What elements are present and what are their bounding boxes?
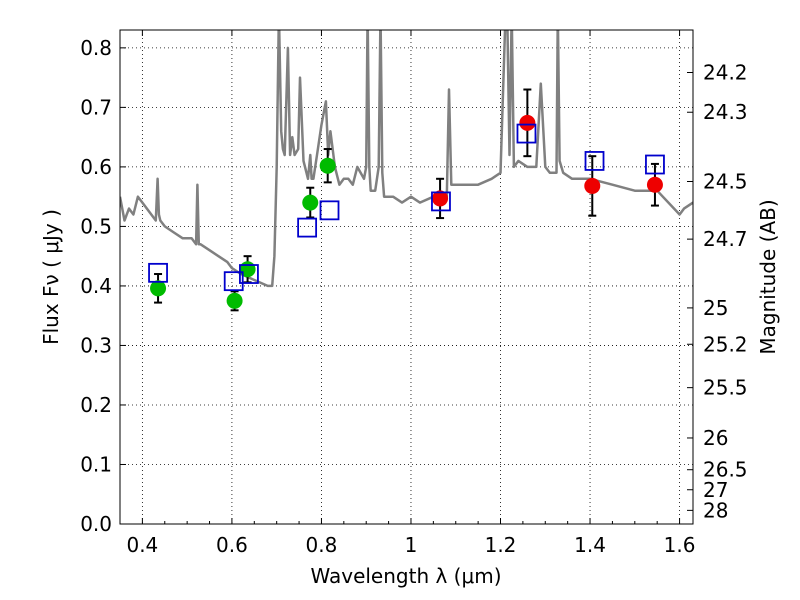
y-tick-label: 0.6: [80, 155, 112, 179]
plot-frame: [119, 29, 694, 525]
nir-data-point: [519, 114, 536, 131]
y2-axis-title: Magnitude (AB): [756, 199, 780, 354]
y2-tick-label: 27: [703, 478, 728, 502]
y2-tick-label: 24.3: [703, 100, 748, 124]
y-tick-label: 0.0: [80, 512, 112, 536]
model-square-marker: [223, 271, 244, 292]
model-square-marker: [516, 123, 537, 144]
x-tick-label: 1.6: [664, 533, 696, 557]
data-markers: [148, 88, 665, 312]
model-square-marker: [431, 191, 451, 212]
model-square-marker: [297, 217, 318, 238]
y2-tick-label: 25: [703, 296, 728, 320]
model-square-marker: [148, 262, 168, 283]
x-tick-label: 0.6: [216, 533, 248, 557]
axis-ticks: [119, 30, 693, 525]
optical-data-point: [150, 280, 167, 297]
model-square-marker: [319, 200, 340, 221]
optical-data-point: [302, 194, 319, 211]
optical-data-point: [319, 157, 336, 174]
y2-tick-label: 26.5: [703, 458, 748, 482]
x-axis-title: Wavelength λ (μm): [310, 564, 501, 588]
x-tick-label: 1.2: [485, 533, 517, 557]
y2-tick-label: 24.2: [703, 61, 748, 85]
y-tick-label: 0.7: [80, 95, 112, 119]
y2-tick-label: 24.7: [703, 227, 748, 251]
model-square-marker: [584, 151, 605, 171]
y-tick-label: 0.8: [80, 36, 112, 60]
x-tick-label: 0.8: [306, 533, 338, 557]
x-tick-label: 1.4: [574, 533, 606, 557]
model-square-marker: [645, 154, 665, 175]
nir-data-point: [432, 190, 449, 207]
nir-data-point: [646, 176, 663, 193]
x-tick-label: 0.4: [126, 533, 158, 557]
y2-tick-label: 24.5: [703, 170, 748, 194]
y-tick-label: 0.4: [80, 274, 112, 298]
y-axis-title: Flux Fν ( μJy ): [39, 209, 63, 345]
model-square-marker: [239, 264, 259, 284]
optical-data-point: [226, 292, 243, 309]
y-tick-label: 0.1: [80, 452, 112, 476]
y-tick-label: 0.5: [80, 214, 112, 238]
tick-labels: 0.4 0.6 0.8 1 1.2 1.4 1.6 0.0 0.1 0.2 0.3 0.4 0.5 0.6…: [80, 36, 747, 557]
x-tick-label: 1: [405, 533, 418, 557]
y2-tick-label: 26: [703, 426, 728, 450]
y2-tick-label: 25.5: [703, 376, 748, 400]
nir-data-point: [584, 177, 601, 194]
y-tick-label: 0.2: [80, 393, 112, 417]
y-tick-label: 0.3: [80, 333, 112, 357]
y2-tick-label: 25.2: [703, 332, 748, 356]
y2-tick-label: 28: [703, 498, 728, 522]
